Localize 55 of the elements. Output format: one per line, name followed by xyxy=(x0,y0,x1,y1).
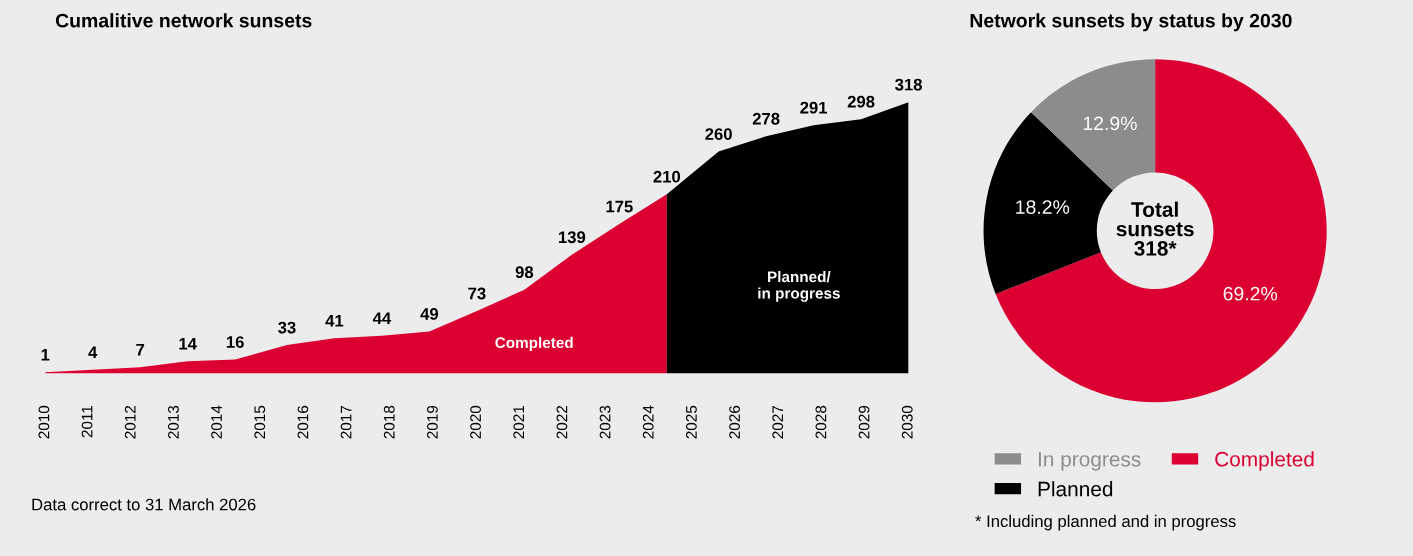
data-label: 318 xyxy=(895,78,922,91)
data-label: 16 xyxy=(226,336,244,348)
x-tick-label: 2028 xyxy=(815,405,827,439)
data-label: 18.2% xyxy=(1016,200,1070,214)
text: * Including planned and in progress xyxy=(975,514,1236,531)
x-tick-label: 2025 xyxy=(686,405,697,439)
chart-title: Network sunsets by status by 2030 xyxy=(970,13,1292,32)
x-tick-label: 2024 xyxy=(642,405,654,439)
data-label: 210 xyxy=(653,170,681,183)
series-label: Planned/ in progress xyxy=(758,271,840,302)
legend-label: Planned xyxy=(1038,481,1113,497)
data-label: 4 xyxy=(88,346,98,359)
legend-label: Completed xyxy=(1215,451,1314,471)
data-label: 14 xyxy=(179,338,197,350)
x-tick-label: 2014 xyxy=(211,405,222,439)
chart-title: Cumalitive network sunsets xyxy=(55,13,312,28)
x-tick-label: 2030 xyxy=(901,405,913,439)
data-label: 278 xyxy=(752,112,780,125)
data-label: 44 xyxy=(372,312,392,324)
data-label: 49 xyxy=(420,308,439,320)
text: Total sunsets 318* xyxy=(1116,201,1194,256)
x-tick-label: 2021 xyxy=(513,405,525,439)
legend-label: In progress xyxy=(1038,452,1141,471)
data-label: 139 xyxy=(559,231,586,244)
text: Data correct to 31 March 2026 xyxy=(32,498,256,511)
x-tick-label: 2019 xyxy=(427,405,438,439)
x-tick-label: 2026 xyxy=(729,405,740,439)
x-tick-label: 2015 xyxy=(254,405,266,439)
data-label: 7 xyxy=(136,343,145,356)
x-tick-label: 2018 xyxy=(383,405,395,439)
data-label: 291 xyxy=(800,101,828,114)
data-label: 1 xyxy=(41,349,50,361)
x-tick-label: 2010 xyxy=(38,405,50,439)
data-label: 298 xyxy=(847,95,875,108)
x-tick-label: 2029 xyxy=(858,405,870,439)
data-label: 73 xyxy=(468,287,486,300)
x-tick-label: 2023 xyxy=(599,405,611,439)
x-tick-label: 2011 xyxy=(81,405,93,438)
x-tick-label: 2027 xyxy=(772,405,784,439)
data-label: 175 xyxy=(606,200,633,213)
data-label: 41 xyxy=(325,315,344,327)
x-tick-label: 2020 xyxy=(470,405,481,439)
donut-slice xyxy=(1031,59,1156,191)
x-tick-label: 2017 xyxy=(340,405,352,439)
series-label: Completed xyxy=(495,336,573,352)
data-label: 260 xyxy=(705,128,732,140)
x-tick-label: 2013 xyxy=(168,405,179,439)
x-tick-label: 2022 xyxy=(556,405,568,439)
x-tick-label: 2016 xyxy=(297,405,309,439)
data-label: 12.9% xyxy=(1083,116,1137,131)
x-tick-label: 2012 xyxy=(124,405,136,439)
data-label: 98 xyxy=(515,266,534,279)
data-label: 33 xyxy=(278,321,296,334)
donut-slice xyxy=(995,59,1327,403)
data-label: 69.2% xyxy=(1223,286,1278,301)
